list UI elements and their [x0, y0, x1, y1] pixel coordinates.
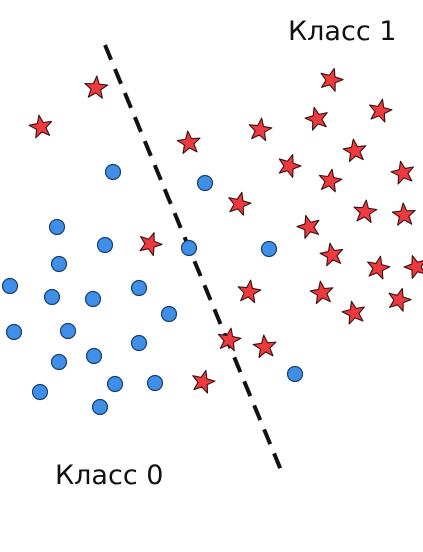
class-1-point [391, 202, 416, 226]
class-0-point [48, 218, 66, 236]
class-1-point [84, 75, 109, 99]
class-1-point [403, 255, 423, 279]
class-0-point [104, 163, 122, 181]
class-1-point [309, 280, 334, 305]
class-0-point [130, 279, 148, 297]
class-1-point [369, 98, 393, 123]
class-0-point [31, 383, 49, 401]
class-0-point [50, 255, 68, 273]
class-0-point [50, 353, 68, 371]
class-0-point [106, 375, 124, 393]
class-1-point [342, 138, 367, 163]
decision-boundary [103, 44, 285, 476]
class-1-point [237, 279, 262, 304]
class-0-point [96, 236, 114, 254]
class-1-point [320, 67, 344, 92]
class-0-point [85, 347, 103, 365]
class-0-point [84, 290, 102, 308]
class-0-point [146, 374, 164, 392]
class-1-point [390, 160, 414, 185]
class-0-point [180, 239, 198, 257]
class-1-point [28, 114, 53, 139]
class-1-point [217, 327, 242, 352]
class-0-points [1, 163, 304, 416]
class-0-point [59, 322, 77, 340]
class-1-point [176, 130, 201, 154]
class-0-label: Класс 0 [55, 460, 163, 491]
class-1-point [388, 287, 412, 312]
class-1-point [318, 168, 343, 193]
class-0-point [286, 365, 304, 383]
class-1-point [319, 242, 344, 267]
class-1-point [278, 154, 302, 178]
class-0-point [91, 398, 109, 416]
class-0-point [1, 277, 19, 295]
class-0-point [43, 288, 61, 306]
class-0-point [130, 334, 148, 352]
class-1-point [139, 232, 163, 257]
class-1-points [28, 67, 423, 394]
class-1-point [252, 334, 277, 358]
class-0-point [5, 323, 23, 341]
class-1-point [192, 369, 216, 394]
class-1-point [296, 214, 320, 239]
class-0-point [160, 305, 178, 323]
class-0-point [260, 240, 278, 258]
class-1-point [367, 255, 391, 280]
class-1-label: Класс 1 [288, 16, 396, 47]
class-1-point [248, 117, 273, 142]
class-0-point [196, 174, 214, 192]
class-1-point [341, 300, 365, 325]
class-1-point [304, 106, 328, 131]
class-1-point [353, 199, 378, 223]
class-1-point [228, 191, 252, 216]
